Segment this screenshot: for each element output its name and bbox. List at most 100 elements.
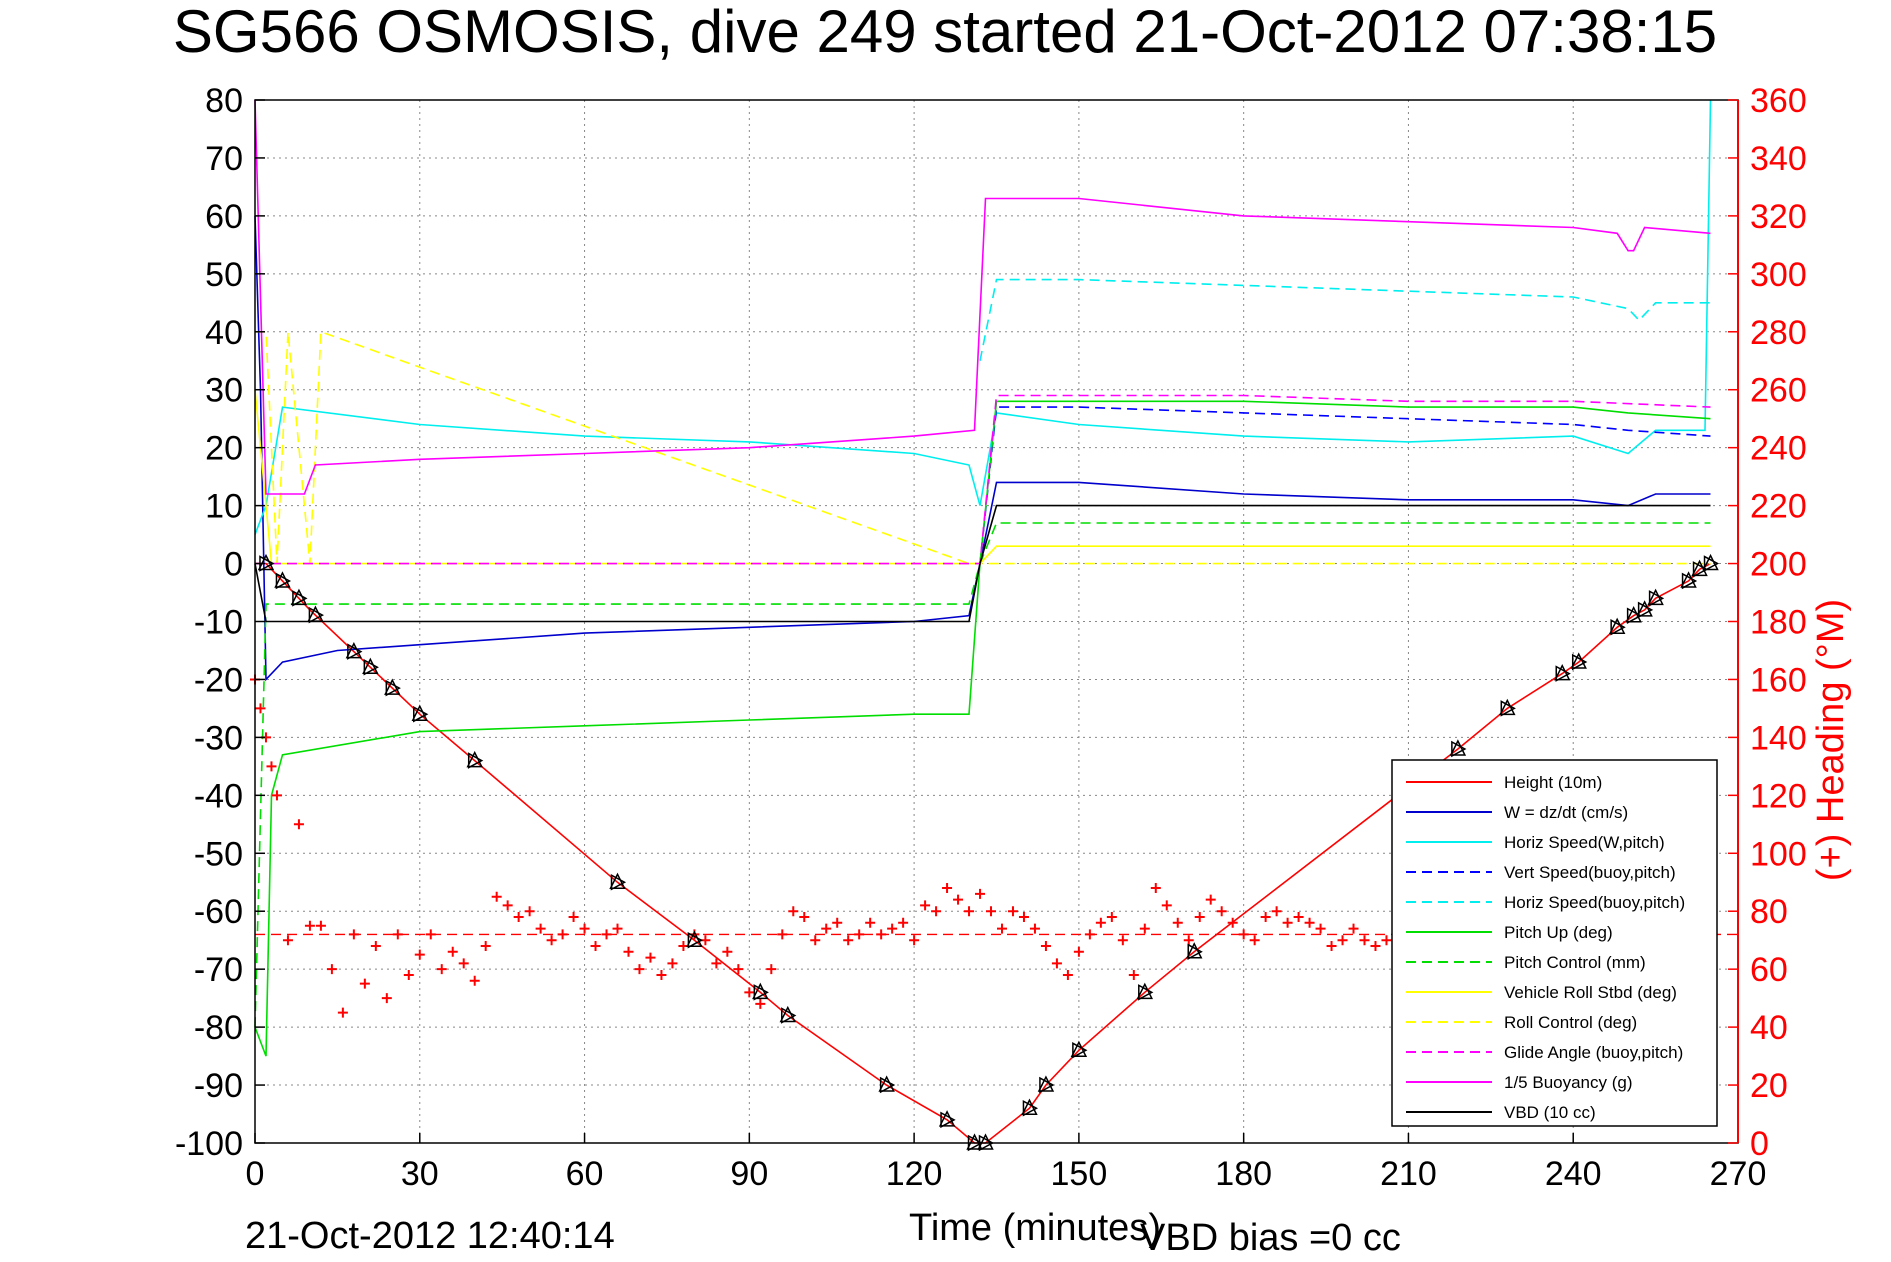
series-line-10	[255, 394, 1711, 565]
depth-marker-up	[307, 605, 324, 622]
heading-point	[1150, 883, 1161, 894]
heading-point	[722, 946, 733, 957]
heading-point	[986, 906, 997, 917]
y2-tick-label: 340	[1750, 140, 1807, 178]
depth-marker-up	[411, 704, 428, 721]
depth-marker-right	[1637, 601, 1654, 619]
depth-marker-right	[1610, 619, 1626, 636]
depth-marker-up	[257, 553, 275, 571]
depth-marker-up	[466, 750, 483, 768]
depth-marker-up	[752, 982, 769, 1000]
y-tick-label: -10	[194, 604, 243, 642]
depth-marker-up	[1691, 559, 1708, 577]
heading-point	[348, 929, 359, 940]
heading-point	[513, 912, 524, 923]
ticks: 80706050403020100-10-20-30-40-50-60-70-8…	[175, 82, 1807, 1193]
heading-point	[942, 883, 953, 894]
heading-point	[634, 964, 645, 975]
y-tick-label: -80	[194, 1009, 243, 1047]
heading-point	[326, 964, 337, 975]
heading-point	[266, 761, 277, 772]
heading-point	[271, 790, 282, 801]
heading-point	[381, 993, 392, 1004]
heading-point	[392, 929, 403, 940]
depth-marker-up	[1680, 571, 1697, 588]
heading-point	[425, 929, 436, 940]
x-tick-label: 60	[566, 1155, 604, 1193]
heading-point	[293, 819, 304, 830]
legend-label-8: Vehicle Roll Stbd (deg)	[1504, 983, 1677, 1002]
heading-point	[1381, 935, 1392, 946]
heading-point	[996, 923, 1007, 934]
y-tick-label: -30	[194, 719, 243, 757]
depth-marker-right	[1692, 561, 1709, 578]
heading-point	[887, 923, 898, 934]
depth-marker-up	[1070, 1040, 1088, 1058]
depth-marker-up	[1570, 652, 1587, 669]
depth-marker-right	[1039, 1076, 1055, 1094]
depth-marker-up	[1636, 600, 1653, 617]
heading-point	[1029, 923, 1040, 934]
depth-marker-right	[1571, 653, 1588, 671]
legend-label-3: Horiz Speed(W,pitch)	[1504, 833, 1665, 852]
heading-point	[821, 923, 832, 934]
heading-point	[370, 940, 381, 951]
heading-point	[975, 888, 986, 899]
series-line-11	[254, 99, 1711, 495]
series-line-7	[254, 522, 1711, 1028]
heading-point	[733, 964, 744, 975]
y2-tick-label: 240	[1750, 430, 1807, 468]
y-tick-label: -70	[194, 951, 243, 989]
heading-layer	[250, 674, 1738, 1018]
heading-point	[623, 946, 634, 957]
right-axis-label: (+) Heading (°M)	[1810, 599, 1852, 881]
heading-point	[282, 935, 293, 946]
heading-point	[843, 935, 854, 946]
heading-point	[403, 969, 414, 980]
heading-point	[1194, 912, 1205, 923]
depth-marker-right	[610, 873, 627, 891]
heading-point	[1183, 935, 1194, 946]
depth-marker-right	[347, 643, 363, 660]
y2-tick-label: 120	[1750, 777, 1807, 815]
heading-point	[1139, 923, 1150, 934]
x-tick-label: 150	[1051, 1155, 1108, 1193]
y2-tick-label: 60	[1750, 951, 1788, 989]
y2-tick-label: 280	[1750, 314, 1807, 352]
series-line-1	[255, 562, 1711, 1144]
heading-point	[1260, 912, 1271, 923]
heading-point	[1282, 917, 1293, 928]
depth-marker-right	[308, 606, 325, 624]
legend-label-10: Glide Angle (buoy,pitch)	[1504, 1043, 1683, 1062]
y-tick-label: -50	[194, 835, 243, 873]
depth-marker-right	[1555, 665, 1571, 682]
heading-point	[502, 900, 513, 911]
depth-marker-right	[275, 572, 292, 590]
depth-marker-right	[1703, 555, 1720, 572]
x-tick-label: 210	[1380, 1155, 1437, 1193]
depth-marker-right	[781, 1007, 797, 1024]
y2-tick-label: 300	[1750, 256, 1807, 294]
depth-marker-right	[363, 659, 379, 676]
series-line-3	[254, 99, 1712, 535]
series-line-6	[254, 400, 1711, 1057]
heading-point	[1172, 917, 1183, 928]
legend-label-7: Pitch Control (mm)	[1504, 953, 1646, 972]
depth-marker-right	[1022, 1099, 1039, 1117]
y-tick-label: 80	[205, 82, 243, 120]
depth-marker-right	[1648, 590, 1665, 607]
heading-point	[1161, 900, 1172, 911]
y2-tick-label: 40	[1750, 1009, 1788, 1047]
depth-marker-right	[292, 590, 308, 607]
y-tick-label: -60	[194, 893, 243, 931]
heading-point	[1007, 906, 1018, 917]
depth-marker-up	[1702, 553, 1719, 571]
x-tick-label: 240	[1545, 1155, 1602, 1193]
legend-label-11: 1/5 Buoyancy (g)	[1504, 1073, 1633, 1092]
depth-marker-right	[879, 1076, 896, 1094]
y2-tick-label: 160	[1750, 661, 1807, 699]
heading-point	[255, 703, 266, 714]
heading-point	[1018, 912, 1029, 923]
depth-marker-up	[1186, 942, 1203, 959]
series-line-12	[254, 504, 1711, 623]
